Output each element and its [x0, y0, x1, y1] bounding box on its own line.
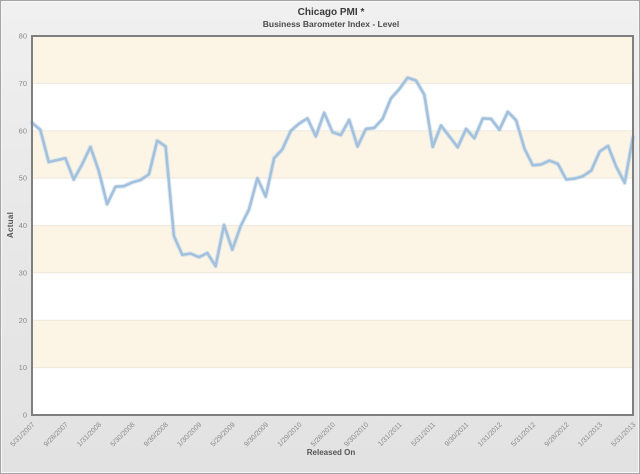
- x-tick-label: 5/29/2009: [210, 421, 237, 448]
- x-tick-label: 5/31/2011: [410, 421, 437, 448]
- x-tick-label: 5/31/2007: [9, 421, 36, 448]
- y-tick-label: 60: [19, 126, 27, 135]
- y-tick-label: 20: [19, 316, 27, 325]
- plot-border: [31, 35, 634, 416]
- x-tick-label: 1/31/2008: [76, 421, 103, 448]
- series-line: [30, 76, 635, 268]
- x-tick-label: 5/31/2012: [510, 421, 537, 448]
- y-tick-label: 40: [19, 221, 27, 230]
- chart-header: Chicago PMI * Business Barometer Index -…: [1, 7, 639, 29]
- x-tick-label: 5/28/2010: [310, 421, 337, 448]
- y-tick-label: 50: [19, 174, 27, 183]
- x-tick-label: 1/31/2013: [577, 421, 604, 448]
- x-tick-label: 1/31/2011: [377, 421, 404, 448]
- plot-band: [32, 225, 633, 273]
- y-tick-label: 70: [19, 79, 27, 88]
- y-tick-label: 0: [23, 411, 27, 420]
- x-tick-label: 5/30/2008: [110, 421, 137, 448]
- y-tick-label: 10: [19, 363, 27, 372]
- x-tick-label: 9/30/2011: [444, 421, 471, 448]
- x-tick-label: 1/30/2009: [176, 421, 203, 448]
- chart-subtitle: Business Barometer Index - Level: [262, 18, 400, 29]
- y-tick-label: 80: [19, 32, 27, 41]
- x-tick-label: 9/28/2007: [43, 421, 70, 448]
- x-tick-label: 5/31/2013: [610, 421, 637, 448]
- x-tick-label: 9/30/2009: [243, 421, 270, 448]
- x-axis-title: Released On: [306, 448, 356, 457]
- plot-band: [32, 320, 633, 368]
- x-tick-label: 9/30/2008: [143, 421, 170, 448]
- y-tick-label: 30: [19, 268, 27, 277]
- plot-band: [32, 130, 633, 179]
- x-tick-label: 9/30/2010: [343, 421, 370, 448]
- x-tick-label: 1/29/2010: [277, 421, 304, 448]
- x-tick-label: 1/31/2012: [477, 421, 504, 448]
- x-tick-label: 9/28/2012: [544, 421, 571, 448]
- plot-band: [32, 36, 633, 84]
- chart-title: Chicago PMI *: [297, 7, 365, 18]
